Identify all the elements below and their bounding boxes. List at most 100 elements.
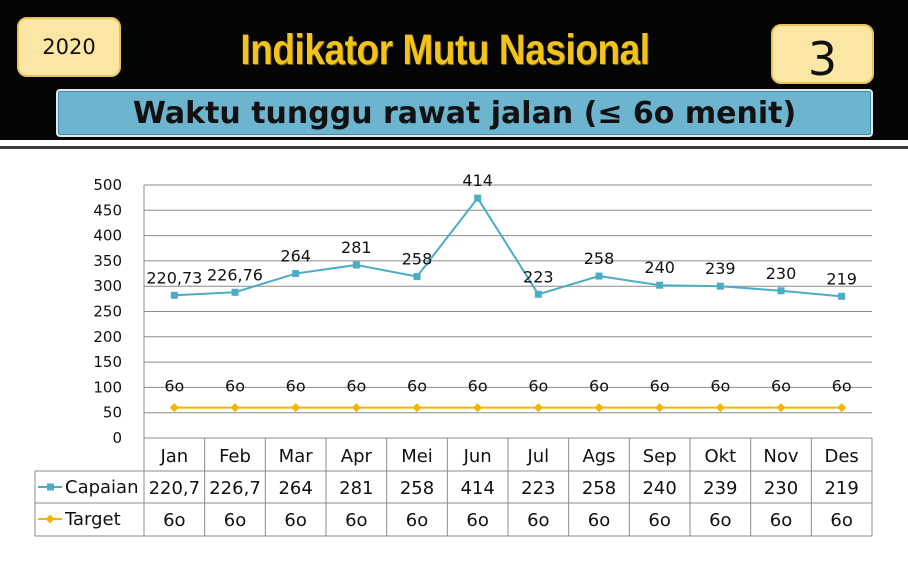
data-point	[474, 194, 482, 202]
x-tick-label: Mar	[279, 446, 314, 467]
data-point	[231, 288, 239, 296]
chart-gridlines	[144, 184, 872, 439]
data-label: 226,76	[207, 265, 263, 284]
data-point	[594, 403, 604, 413]
legend-key-marker	[45, 514, 55, 524]
data-labels: 220,73 226,76 264 281 258 414 223 258 240 239 230 2…	[146, 171, 857, 395]
y-tick-label: 200	[93, 328, 122, 346]
table-cell: 6o	[770, 510, 792, 531]
data-label: 258	[402, 250, 433, 269]
data-label: 6o	[407, 377, 427, 396]
data-label: 240	[644, 258, 675, 277]
series-line-capaian	[174, 196, 842, 298]
data-point	[169, 403, 179, 413]
data-table: Jan Feb Mar Apr Mei Jun Jul Ags Sep Okt Nov Des Capa…	[34, 185, 873, 537]
y-tick-label: 150	[93, 353, 122, 371]
data-label: 6o	[771, 377, 791, 396]
legend-label: Capaian	[65, 477, 139, 498]
data-point	[533, 403, 543, 413]
table-cell: 258	[400, 478, 434, 499]
data-label: 239	[705, 259, 736, 278]
data-label: 6o	[468, 377, 488, 396]
y-tick-label: 350	[93, 252, 122, 270]
data-point	[412, 403, 422, 413]
data-point	[170, 291, 178, 299]
table-cell: 6o	[224, 510, 246, 531]
chart-subtitle: Waktu tunggu rawat jalan (≤ 6o menit)	[56, 89, 873, 137]
data-point	[473, 403, 483, 413]
legend-key-marker	[47, 483, 54, 491]
data-point	[777, 287, 785, 295]
data-point	[776, 403, 786, 413]
data-point	[655, 403, 665, 413]
data-label: 6o	[832, 377, 852, 396]
x-tick-label: Feb	[219, 446, 251, 467]
table-cell: 239	[703, 478, 737, 499]
data-point	[352, 261, 360, 269]
data-label: 6o	[589, 377, 609, 396]
x-tick-label: Nov	[763, 446, 798, 467]
table-cell: 6o	[284, 510, 306, 531]
data-point	[656, 281, 664, 289]
y-tick-label: 50	[103, 404, 122, 422]
y-axis: 0 50 100 150 200 250 300 350 400 450 500	[93, 176, 122, 447]
table-cell: 6o	[527, 510, 549, 531]
data-label: 414	[462, 171, 493, 190]
data-label: 223	[523, 267, 554, 286]
data-label: 6o	[286, 377, 306, 396]
data-label: 220,73	[146, 268, 202, 287]
data-point	[716, 282, 724, 290]
x-tick-label: Apr	[341, 446, 373, 467]
table-cell: 6o	[709, 510, 731, 531]
x-tick-label: Sep	[643, 446, 677, 467]
table-cell: 6o	[466, 510, 488, 531]
data-label: 258	[584, 249, 615, 268]
legend-label: Target	[64, 509, 121, 530]
y-tick-label: 100	[93, 378, 122, 396]
table-cell: 220,7	[149, 478, 201, 499]
data-point	[838, 292, 846, 300]
table-cell: 6o	[648, 510, 670, 531]
data-point	[534, 290, 542, 298]
x-tick-label: Okt	[705, 446, 737, 467]
data-label: 6o	[650, 377, 670, 396]
x-tick-label: Jul	[526, 446, 549, 467]
x-tick-label: Mei	[401, 446, 433, 467]
data-point	[292, 270, 300, 278]
y-tick-label: 400	[93, 227, 122, 245]
data-label: 281	[341, 238, 372, 257]
table-cell: 6o	[830, 510, 852, 531]
year-badge: 2020	[17, 17, 121, 77]
data-point	[291, 403, 301, 413]
table-cell: 226,7	[209, 478, 261, 499]
data-label: 230	[766, 264, 797, 283]
data-point	[837, 403, 847, 413]
y-tick-label: 250	[93, 303, 122, 321]
data-label: 6o	[225, 377, 245, 396]
data-label: 6o	[346, 377, 366, 396]
table-cell: 240	[642, 478, 676, 499]
x-tick-label: Ags	[582, 446, 615, 467]
table-cell: 230	[764, 478, 798, 499]
data-label: 6o	[710, 377, 730, 396]
table-cell: 6o	[345, 510, 367, 531]
table-cell: 258	[582, 478, 616, 499]
y-tick-label: 500	[93, 176, 122, 194]
table-cell: 414	[460, 478, 494, 499]
table-cell: 6o	[588, 510, 610, 531]
table-cell: 6o	[406, 510, 428, 531]
data-label: 219	[826, 269, 857, 288]
data-point	[351, 403, 361, 413]
data-point	[413, 273, 421, 281]
page-title: Indikator Mutu Nasional	[240, 26, 650, 74]
table-cell: 281	[339, 478, 373, 499]
chart-series	[169, 194, 847, 413]
x-tick-label: Jan	[159, 446, 188, 467]
data-label: 6o	[528, 377, 548, 396]
header-divider	[0, 146, 908, 149]
data-label: 6o	[164, 377, 184, 396]
data-point	[595, 272, 603, 280]
data-point	[715, 403, 725, 413]
x-tick-label: Jun	[463, 446, 492, 467]
